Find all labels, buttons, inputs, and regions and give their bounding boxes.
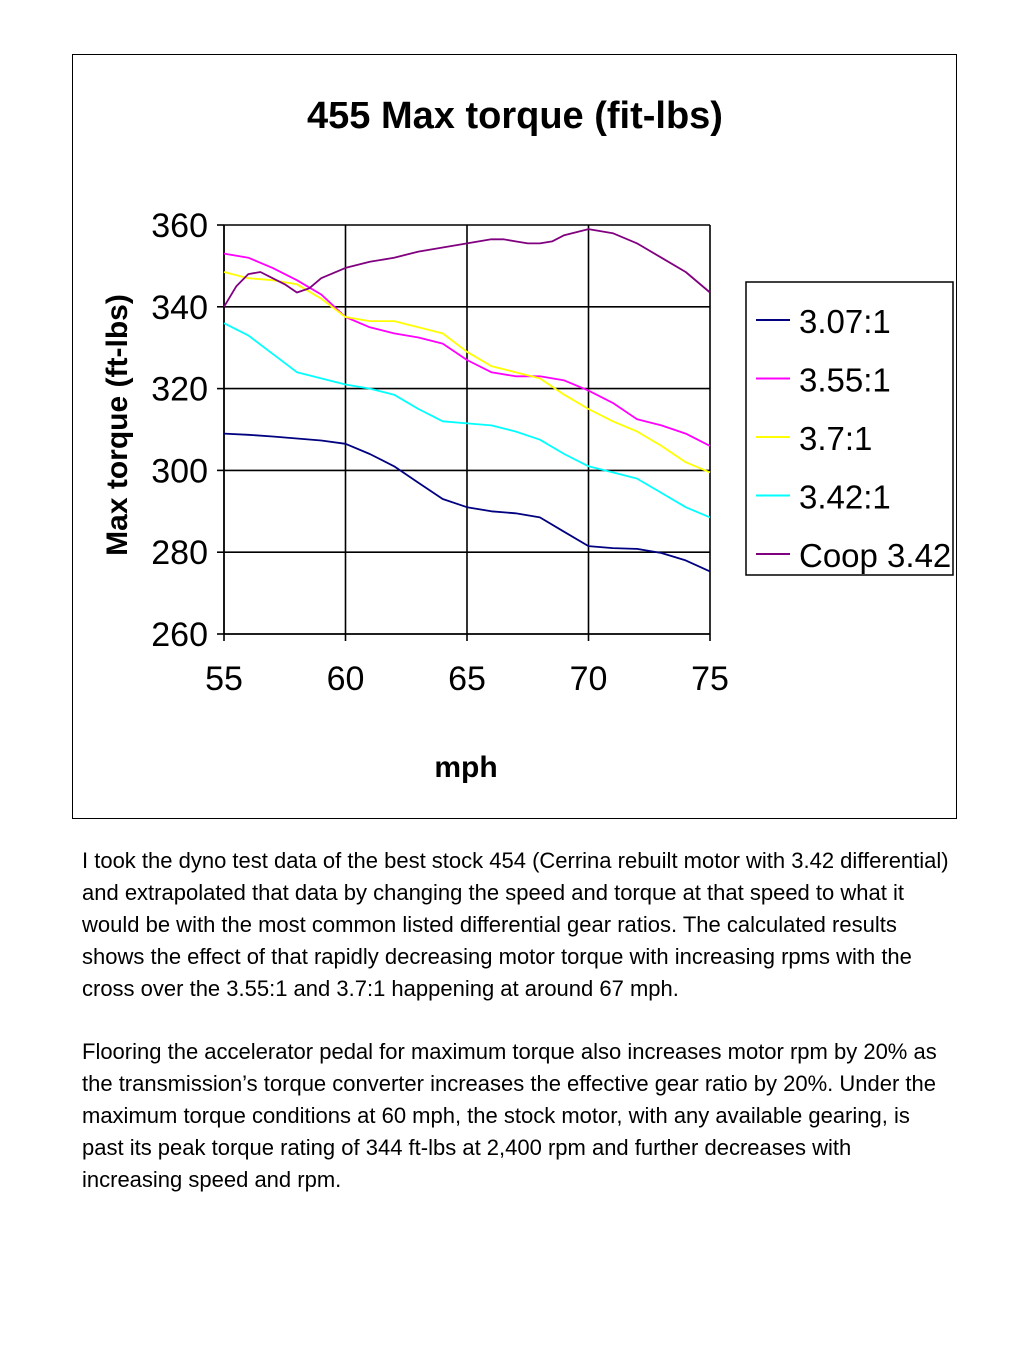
- series-line-3-42-1: [223, 322, 711, 519]
- x-tick-label: 75: [691, 660, 729, 698]
- x-tick-label: 65: [448, 660, 486, 698]
- chart-frame: 455 Max torque (fit-lbs) 260 280 300 320 340…: [72, 54, 957, 819]
- x-tick-label: 70: [570, 660, 608, 698]
- x-axis-label: mph: [434, 751, 497, 784]
- axes: 260 280 300 320 340 360 55 60 65 70 75: [151, 207, 729, 698]
- legend: 3.07:1 3.55:1 3.7:1 3.42:1 Coop 3.42: [745, 281, 954, 576]
- series-line-3-55-1: [223, 252, 711, 447]
- legend-label: 3.07:1: [799, 303, 891, 340]
- y-tick-label: 340: [151, 289, 208, 327]
- caption-paragraph-2: Flooring the accelerator pedal for maxim…: [82, 1039, 937, 1192]
- series-line-coop-3-42: [223, 228, 711, 308]
- series-line-3-07-1: [223, 432, 711, 573]
- caption: I took the dyno test data of the best st…: [82, 845, 952, 1227]
- y-tick-label: 360: [151, 207, 208, 245]
- y-tick-label: 320: [151, 371, 208, 409]
- x-tick-label: 60: [327, 660, 365, 698]
- chart-title: 455 Max torque (fit-lbs): [307, 95, 723, 137]
- legend-label: 3.55:1: [799, 362, 891, 399]
- y-tick-label: 300: [151, 452, 208, 490]
- legend-label: 3.7:1: [799, 420, 872, 457]
- legend-box: [745, 281, 954, 576]
- caption-paragraph-1: I took the dyno test data of the best st…: [82, 848, 949, 1001]
- y-axis-label: Max torque (ft-lbs): [101, 294, 134, 556]
- series-lines: [223, 228, 711, 573]
- x-tick-label: 55: [205, 660, 243, 698]
- legend-label: 3.42:1: [799, 479, 891, 516]
- torque-line-chart: 455 Max torque (fit-lbs) 260 280 300 320 340…: [101, 95, 954, 784]
- y-tick-label: 260: [151, 616, 208, 654]
- legend-label: Coop 3.42: [799, 537, 951, 574]
- y-tick-label: 280: [151, 534, 208, 572]
- grid-lines: [224, 224, 711, 634]
